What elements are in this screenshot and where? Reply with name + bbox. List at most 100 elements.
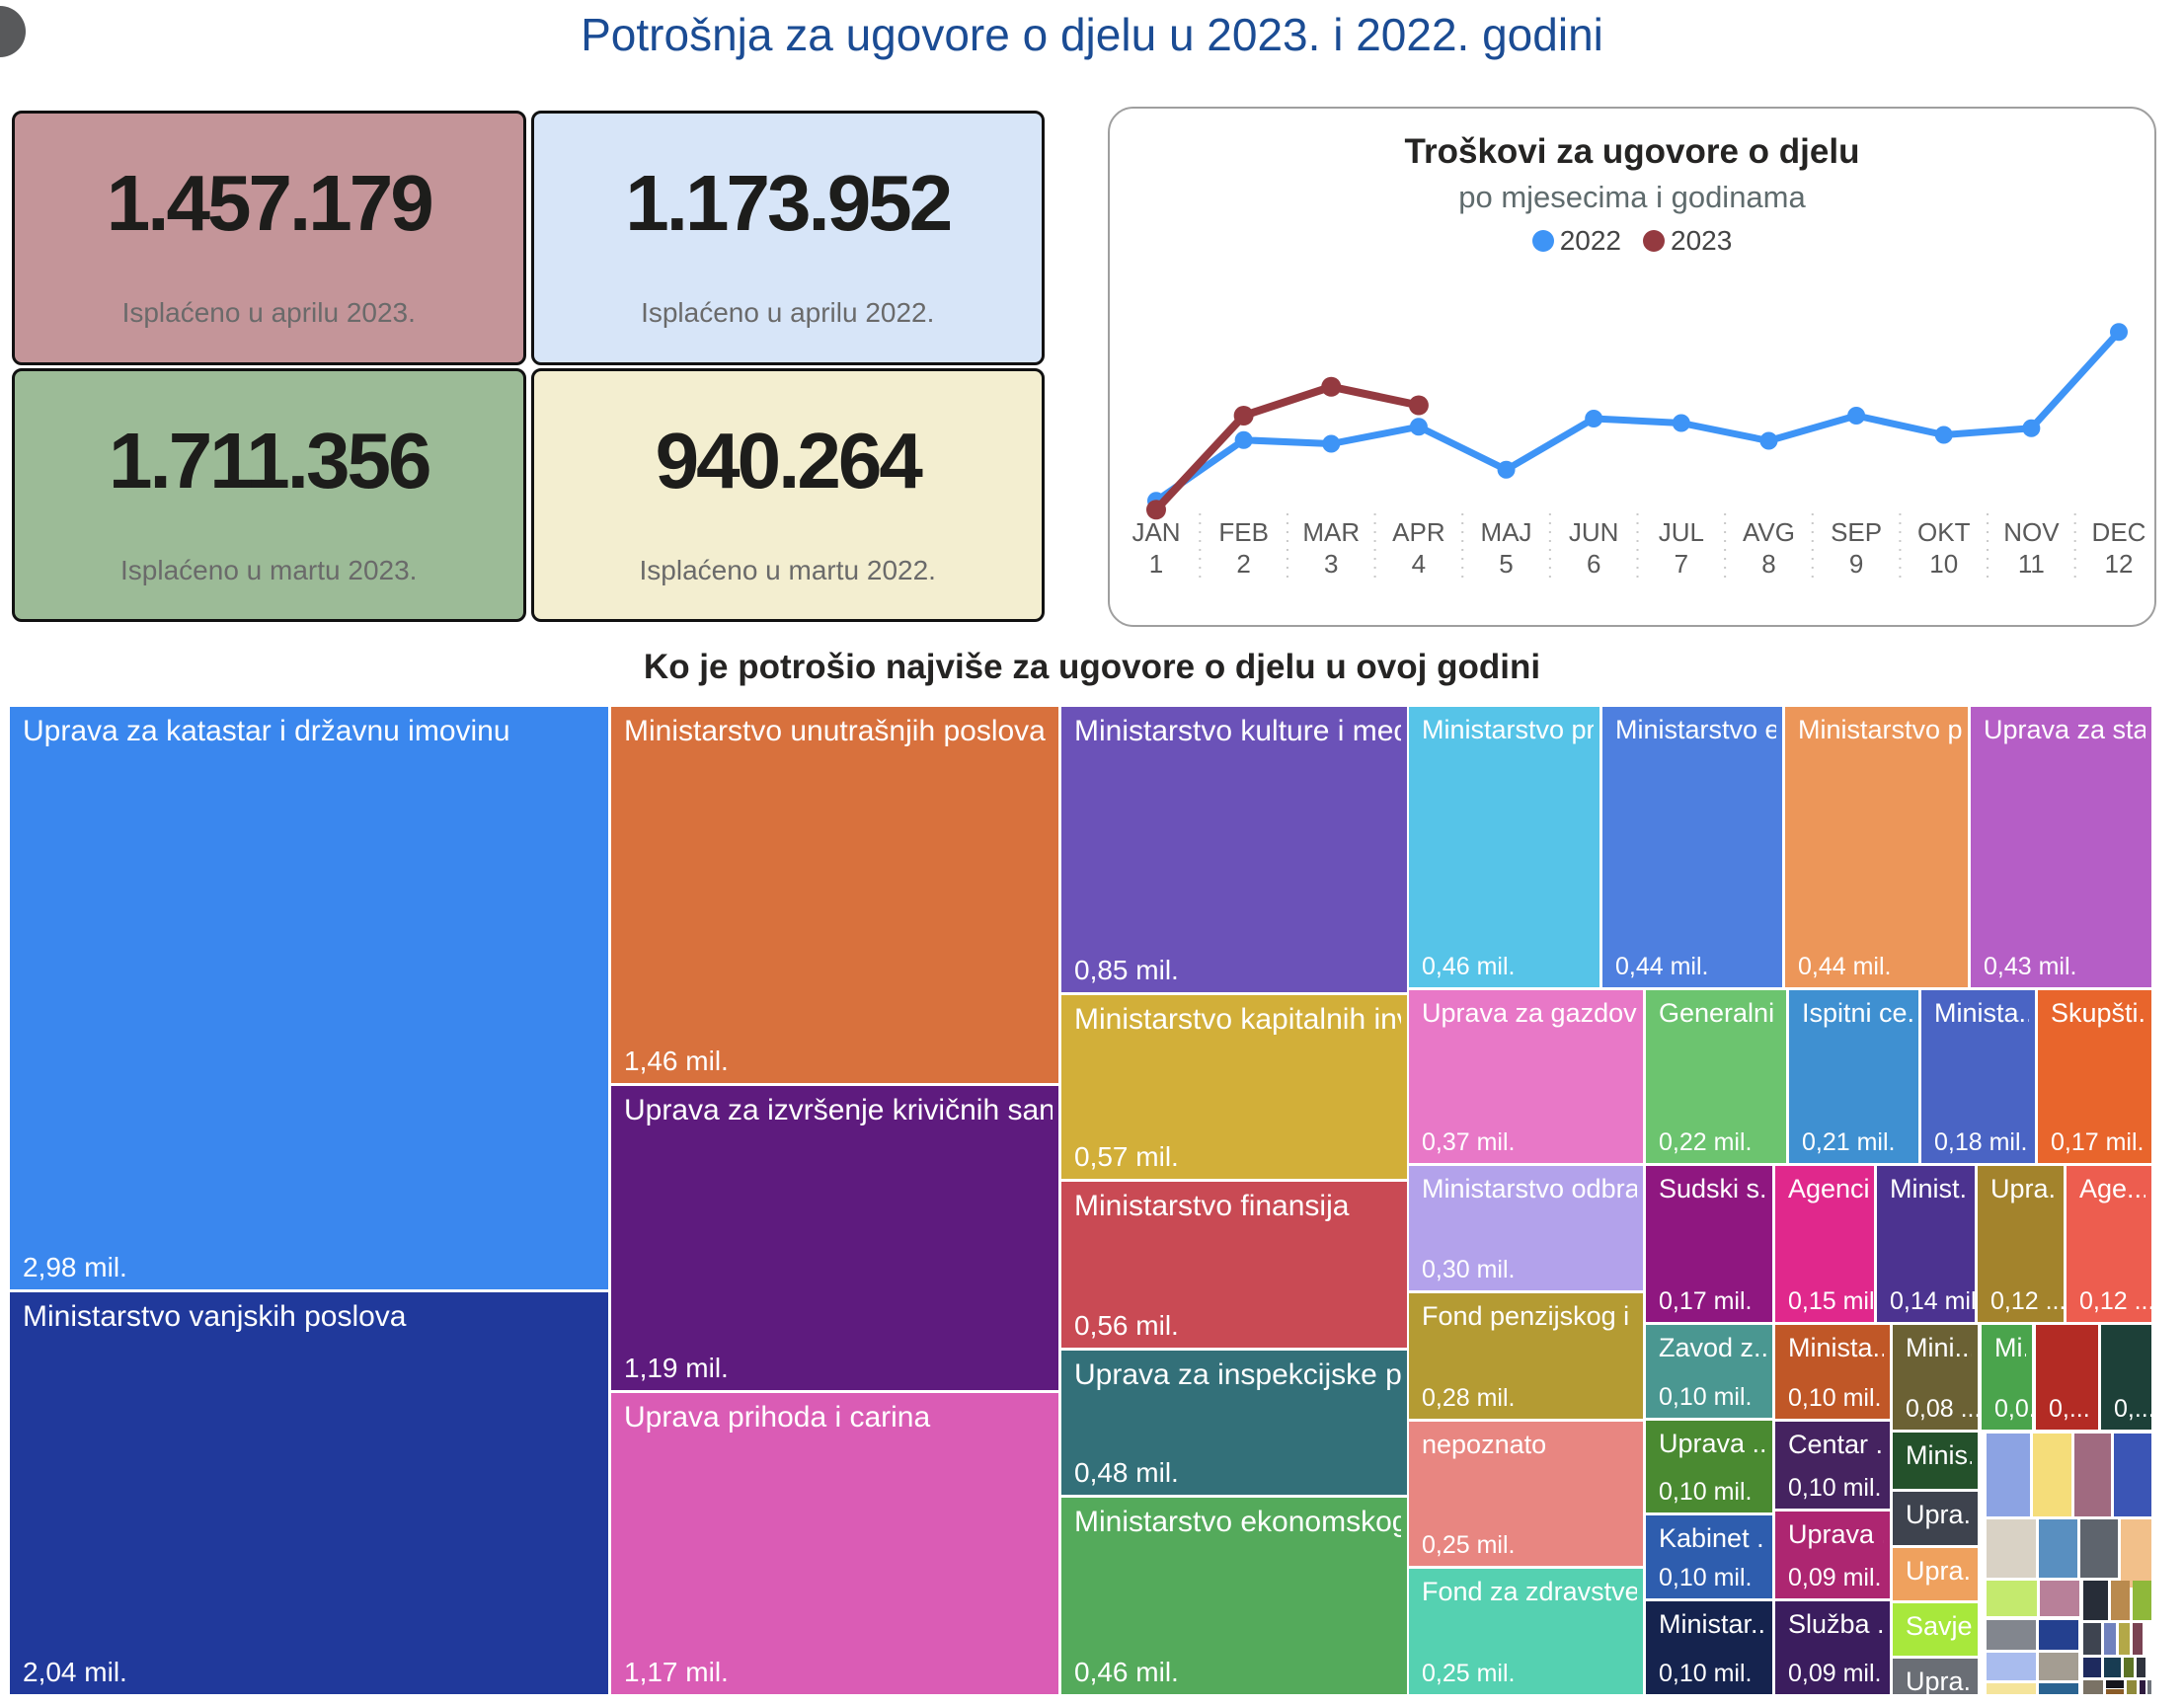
data-point-2022[interactable] — [1409, 418, 1428, 436]
treemap-block[interactable]: Ministarstvo vanjskih poslova 2,04 mil. — [10, 1292, 608, 1694]
treemap-block[interactable]: Savje... — [1893, 1603, 1978, 1656]
treemap-block[interactable]: Kabinet ... 0,10 mil. — [1646, 1515, 1772, 1598]
treemap-block[interactable]: Agenci... 0,15 mil. — [1775, 1166, 1874, 1322]
kpi-card-april-2022[interactable]: 1.173.952 Isplaćeno u aprilu 2022. — [530, 111, 1045, 365]
line-chart-card[interactable]: Troškovi za ugovore o djelu po mjesecima… — [1108, 107, 2156, 627]
treemap-tile[interactable] — [2121, 1519, 2151, 1588]
treemap-block[interactable]: Mi... 0,0... — [1982, 1325, 2032, 1430]
legend-item-2022[interactable]: 2022 — [1531, 225, 1621, 257]
data-point-2022[interactable] — [1322, 434, 1341, 453]
data-point-2023[interactable] — [1408, 395, 1429, 416]
data-point-2022[interactable] — [2110, 323, 2128, 342]
treemap-block[interactable]: 0,... — [2101, 1325, 2151, 1430]
treemap-block[interactable]: Minista... 0,18 mil. — [1921, 990, 2035, 1163]
treemap-block[interactable]: 0,... — [2036, 1325, 2098, 1430]
treemap-tile[interactable] — [1987, 1519, 2036, 1578]
data-point-2022[interactable] — [1847, 407, 1866, 425]
treemap-tile[interactable] — [2114, 1434, 2151, 1516]
treemap-block[interactable]: Ministarstvo e... 0,44 mil. — [1602, 707, 1782, 987]
data-point-2022[interactable] — [2022, 419, 2041, 437]
data-point-2023[interactable] — [1321, 376, 1342, 397]
treemap-tile[interactable] — [2033, 1434, 2071, 1516]
treemap-tile[interactable] — [2039, 1519, 2077, 1578]
treemap-block[interactable]: Ministarstvo p... 0,44 mil. — [1785, 707, 1968, 987]
treemap-tile[interactable] — [2140, 1680, 2145, 1694]
treemap-block[interactable]: Uprava za sta... 0,43 mil. — [1971, 707, 2151, 987]
treemap-block[interactable]: Centar ... 0,10 mil. — [1775, 1422, 1890, 1509]
treemap-block[interactable]: Služba ... 0,09 mil. — [1775, 1601, 1890, 1694]
treemap-tile[interactable] — [2127, 1680, 2137, 1694]
treemap-block[interactable]: Uprava za izvršenje krivičnih sankcija 1,… — [611, 1086, 1058, 1390]
legend-item-2023[interactable]: 2023 — [1643, 225, 1732, 257]
treemap-block[interactable]: Fond za zdravstven... 0,25 mil. — [1409, 1569, 1643, 1694]
data-point-2023[interactable] — [1233, 406, 1254, 426]
treemap-block[interactable]: Uprava ... 0,09 mil. — [1775, 1512, 1890, 1598]
treemap-tile[interactable] — [2083, 1581, 2108, 1620]
treemap-tile[interactable] — [2040, 1581, 2079, 1616]
treemap-tile[interactable] — [2106, 1680, 2124, 1688]
treemap-block[interactable]: Minis... — [1893, 1433, 1978, 1489]
kpi-card-mart-2022[interactable]: 940.264 Isplaćeno u martu 2022. — [530, 367, 1045, 622]
data-point-2022[interactable] — [1759, 431, 1778, 450]
treemap-block[interactable]: Ministarstvo finansija 0,56 mil. — [1061, 1182, 1407, 1348]
treemap-tile[interactable] — [2147, 1680, 2151, 1694]
treemap-block[interactable]: Mini... 0,08 ... — [1893, 1325, 1978, 1430]
treemap-block[interactable]: Ministarstvo unutrašnjih poslova 1,46 mil… — [611, 707, 1058, 1083]
treemap-tile[interactable] — [1987, 1653, 2036, 1680]
treemap-tile[interactable] — [2083, 1623, 2101, 1655]
treemap-tile[interactable] — [2119, 1623, 2130, 1655]
treemap-tile[interactable] — [2080, 1519, 2118, 1578]
data-point-2022[interactable] — [1585, 410, 1603, 427]
treemap-tile[interactable] — [1987, 1434, 2030, 1516]
treemap-block[interactable]: Ministar... 0,10 mil. — [1646, 1601, 1772, 1694]
treemap-block[interactable]: Uprava za inspekcijske poslove 0,48 mil. — [1061, 1351, 1407, 1495]
treemap-tile[interactable] — [2106, 1689, 2124, 1694]
treemap-block[interactable]: Uprava ... 0,10 mil. — [1646, 1421, 1772, 1512]
data-point-2023[interactable] — [1146, 500, 1166, 520]
treemap-tile[interactable] — [2124, 1658, 2134, 1677]
treemap-tile[interactable] — [2137, 1658, 2145, 1677]
treemap-block[interactable]: Ministarstvo kapitalnih investi... 0,57 m… — [1061, 995, 1407, 1179]
treemap-tile[interactable] — [2133, 1581, 2151, 1620]
treemap-block[interactable]: Upra... — [1893, 1548, 1978, 1600]
treemap-block[interactable]: Fond penzijskog i i... 0,28 mil. — [1409, 1293, 1643, 1419]
treemap-block[interactable]: Skupšti... 0,17 mil. — [2038, 990, 2151, 1163]
treemap-block[interactable]: Ministarstvo odbra... 0,30 mil. — [1409, 1166, 1643, 1290]
treemap-block[interactable]: Upra... — [1893, 1492, 1978, 1545]
treemap-block[interactable]: Ministarstvo pr... 0,46 mil. — [1409, 707, 1599, 987]
treemap-block[interactable]: Minista... 0,10 mil. — [1775, 1325, 1890, 1419]
kpi-card-mart-2023[interactable]: 1.711.356 Isplaćeno u martu 2023. — [12, 367, 526, 622]
treemap-tile[interactable] — [2039, 1653, 2078, 1680]
treemap-block[interactable]: Age... 0,12 ... — [2067, 1166, 2151, 1322]
treemap-tile[interactable] — [2039, 1683, 2078, 1694]
treemap-block[interactable]: Uprava za katastar i državnu imovinu 2,98… — [10, 707, 608, 1289]
treemap-tile[interactable] — [1987, 1620, 2036, 1650]
treemap-tile[interactable] — [2133, 1623, 2143, 1655]
treemap-block[interactable]: Generalni ... 0,22 mil. — [1646, 990, 1786, 1163]
treemap-block[interactable]: Ministarstvo ekonomskog raz... 0,46 mil. — [1061, 1498, 1407, 1694]
treemap-block[interactable]: Ispitni ce... 0,21 mil. — [1789, 990, 1918, 1163]
treemap-tile[interactable] — [2104, 1658, 2121, 1677]
treemap-tile[interactable] — [1987, 1683, 2036, 1694]
treemap-tile[interactable] — [2083, 1680, 2103, 1694]
treemap-tile[interactable] — [1987, 1581, 2037, 1616]
data-point-2022[interactable] — [1497, 460, 1516, 479]
treemap-block[interactable]: Zavod z... 0,10 mil. — [1646, 1325, 1772, 1418]
treemap-block[interactable]: Minist... 0,14 mil. — [1877, 1166, 1975, 1322]
kpi-card-april-2023[interactable]: 1.457.179 Isplaćeno u aprilu 2023. — [12, 111, 526, 365]
data-point-2022[interactable] — [1234, 430, 1253, 449]
treemap-block[interactable]: Ministarstvo kulture i medija 0,85 mil. — [1061, 707, 1407, 992]
treemap-tile[interactable] — [2039, 1620, 2078, 1650]
treemap-tile[interactable] — [2074, 1434, 2111, 1516]
treemap-tile[interactable] — [2111, 1581, 2130, 1620]
treemap-tile[interactable] — [2083, 1658, 2101, 1677]
treemap-block[interactable]: Upra... 0,12 ... — [1978, 1166, 2064, 1322]
treemap-tile[interactable] — [2104, 1623, 2116, 1655]
treemap-block[interactable]: nepoznato 0,25 mil. — [1409, 1422, 1643, 1566]
data-point-2022[interactable] — [1934, 426, 1953, 444]
treemap-block[interactable]: Uprava prihoda i carina 1,17 mil. — [611, 1393, 1058, 1694]
line-chart-canvas[interactable]: JAN1FEB2MAR3APR4MAJ5JUN6JUL7AVG8SEP9OKT1… — [1110, 109, 2158, 629]
data-point-2022[interactable] — [1672, 414, 1690, 432]
treemap-block[interactable]: Uprava za gazdova... 0,37 mil. — [1409, 990, 1643, 1163]
treemap-block[interactable]: Sudski s... 0,17 mil. — [1646, 1166, 1772, 1322]
